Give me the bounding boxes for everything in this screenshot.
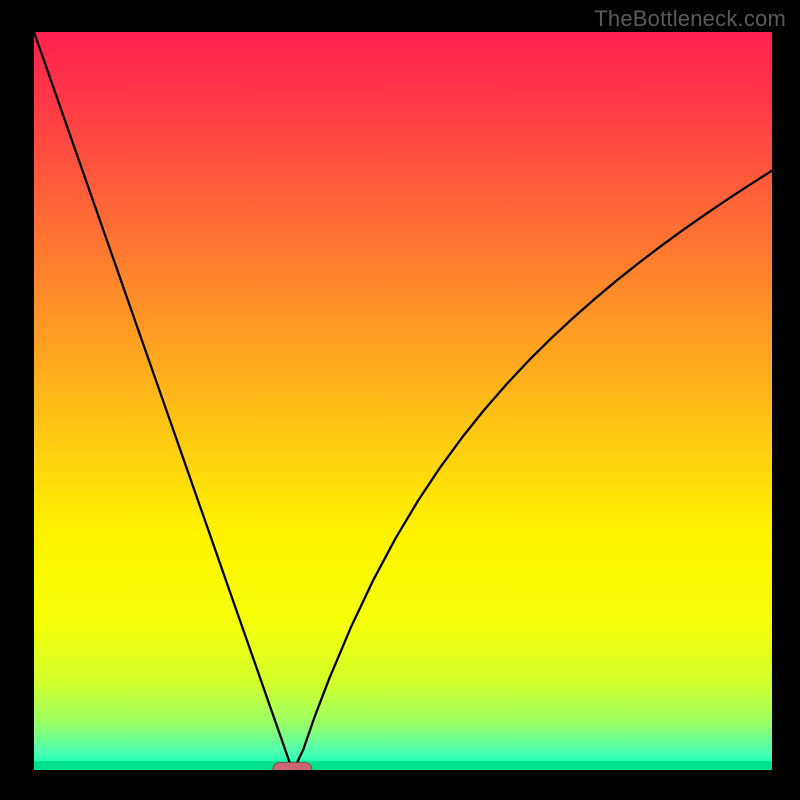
watermark-text: TheBottleneck.com: [594, 6, 786, 32]
chart-container: { "watermark": { "text": "TheBottleneck.…: [0, 0, 800, 800]
plot-gradient-background: [34, 32, 772, 770]
green-bottom-band: [34, 761, 772, 770]
bottleneck-curve-chart: [0, 0, 800, 800]
